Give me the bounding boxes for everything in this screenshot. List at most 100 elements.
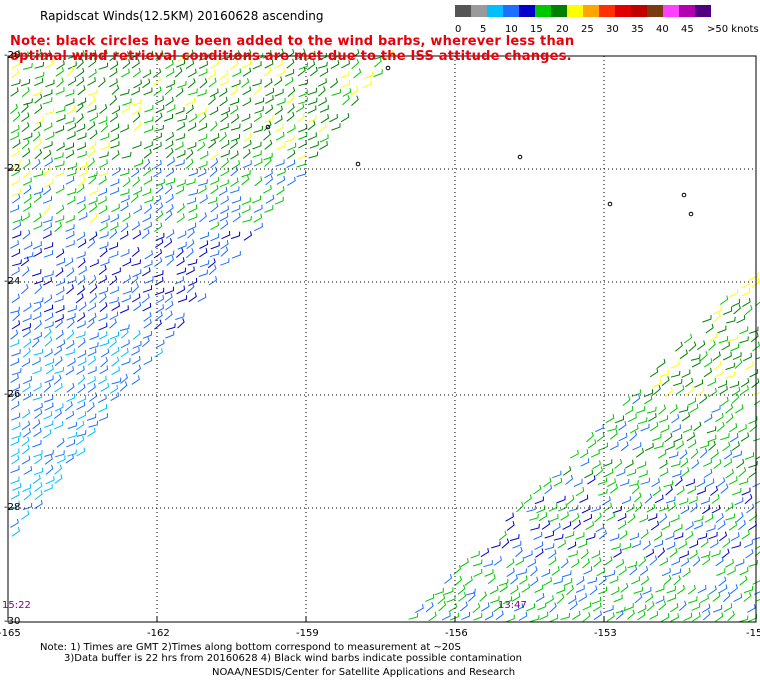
wind-barb bbox=[670, 613, 679, 622]
wind-barb bbox=[175, 107, 185, 115]
wind-barb bbox=[253, 158, 263, 167]
wind-barb bbox=[694, 379, 704, 388]
wind-barb bbox=[55, 204, 65, 215]
wind-barb bbox=[679, 600, 687, 611]
wind-barb bbox=[10, 448, 20, 458]
wind-barb bbox=[165, 96, 174, 107]
wind-barb bbox=[65, 89, 75, 97]
wind-barb bbox=[717, 520, 726, 531]
wind-barb bbox=[331, 88, 342, 96]
wind-barb bbox=[716, 421, 725, 432]
wind-barb bbox=[253, 125, 263, 133]
wind-barb bbox=[23, 193, 32, 204]
wind-barb bbox=[89, 202, 98, 213]
wind-barb bbox=[722, 441, 731, 452]
wind-barb bbox=[154, 319, 162, 330]
wind-barb bbox=[231, 159, 241, 170]
wind-barb bbox=[67, 122, 77, 132]
wind-barb bbox=[307, 87, 317, 96]
wind-barb bbox=[716, 568, 726, 576]
wind-barb bbox=[187, 258, 198, 266]
wind-barb bbox=[703, 413, 713, 423]
wind-barb bbox=[725, 403, 734, 414]
wind-barb bbox=[655, 585, 665, 593]
wind-barb bbox=[131, 59, 140, 69]
wind-barb bbox=[598, 575, 607, 586]
wind-barb bbox=[185, 59, 195, 70]
wind-barb bbox=[119, 88, 130, 96]
wind-barb bbox=[470, 550, 480, 559]
wind-barb bbox=[88, 174, 97, 185]
wind-barb bbox=[296, 170, 307, 178]
wind-barb bbox=[99, 151, 109, 159]
wind-barb bbox=[133, 186, 143, 196]
wind-barb bbox=[121, 357, 131, 366]
wind-barb bbox=[544, 543, 555, 551]
wind-barb bbox=[487, 574, 496, 585]
wind-barb bbox=[627, 609, 635, 620]
wind-barb bbox=[510, 585, 519, 595]
wind-barb bbox=[596, 432, 605, 442]
wind-barb bbox=[319, 104, 329, 113]
island-marker bbox=[607, 201, 613, 207]
wind-barb bbox=[120, 347, 129, 358]
wind-barb bbox=[748, 468, 757, 478]
wind-barb bbox=[67, 61, 77, 70]
wind-barb bbox=[709, 539, 719, 549]
wind-barb bbox=[744, 305, 753, 316]
wind-barb bbox=[76, 50, 85, 61]
legend-label: 5 bbox=[480, 24, 487, 35]
wind-barb bbox=[274, 88, 284, 97]
wind-barb bbox=[131, 259, 142, 267]
wind-barb bbox=[33, 467, 44, 476]
wind-barb bbox=[648, 412, 657, 422]
wind-barb bbox=[142, 158, 151, 170]
warning-note-line2: optimal wind retrieval conditions are me… bbox=[10, 49, 572, 64]
wind-barb bbox=[264, 139, 273, 150]
wind-barb bbox=[523, 494, 532, 505]
wind-barb bbox=[687, 439, 697, 449]
wind-barb bbox=[77, 150, 87, 158]
longitude-label: -153 bbox=[594, 628, 617, 639]
wind-barb bbox=[208, 69, 217, 80]
wind-barb bbox=[665, 442, 675, 451]
wind-barb bbox=[98, 175, 107, 186]
wind-barb bbox=[536, 505, 546, 514]
wind-barb bbox=[11, 59, 21, 69]
wind-barb bbox=[21, 455, 31, 465]
wind-barb bbox=[130, 274, 139, 285]
wind-barb bbox=[242, 160, 252, 169]
wind-barb bbox=[575, 584, 585, 593]
wind-barb bbox=[53, 374, 62, 385]
wind-barb bbox=[45, 364, 54, 375]
wind-barb bbox=[207, 196, 218, 205]
wind-barb bbox=[43, 89, 53, 98]
wind-barb bbox=[152, 75, 161, 86]
wind-barb bbox=[89, 129, 98, 140]
wind-barb bbox=[33, 348, 44, 356]
wind-barb bbox=[594, 423, 604, 433]
wind-barb bbox=[208, 275, 218, 286]
wind-barb bbox=[739, 326, 749, 335]
wind-barb bbox=[754, 500, 760, 505]
wind-barb bbox=[88, 88, 98, 96]
wind-barb bbox=[21, 122, 30, 133]
wind-barb bbox=[715, 512, 724, 523]
wind-barb bbox=[284, 135, 295, 143]
wind-barb bbox=[75, 420, 85, 431]
wind-barb bbox=[77, 357, 87, 367]
wind-barb bbox=[530, 566, 538, 577]
wind-barb bbox=[132, 67, 141, 78]
wind-barb bbox=[154, 287, 165, 296]
legend-color-bar bbox=[455, 5, 711, 17]
wind-barb bbox=[10, 329, 19, 340]
wind-barb bbox=[636, 406, 646, 414]
wind-barb bbox=[580, 549, 589, 560]
wind-barb bbox=[598, 586, 608, 595]
wind-barb bbox=[33, 192, 42, 203]
wind-barb bbox=[609, 575, 619, 584]
wind-barb bbox=[724, 449, 733, 460]
wind-barb bbox=[752, 537, 760, 541]
wind-barb bbox=[274, 115, 283, 125]
wind-barb bbox=[153, 68, 162, 78]
